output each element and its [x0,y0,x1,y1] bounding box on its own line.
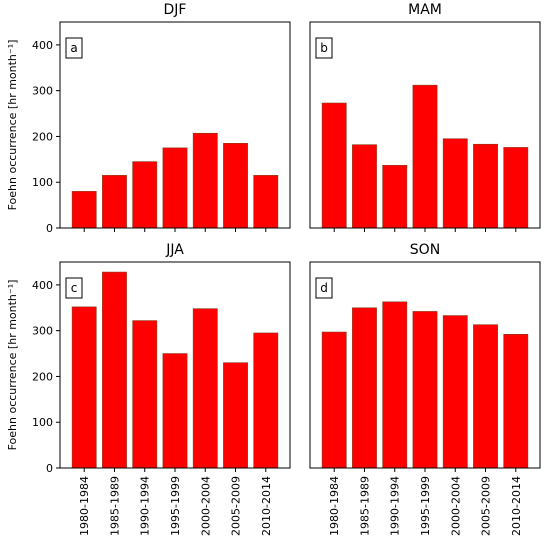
bar-b-2 [382,164,408,229]
panel-label-box [315,277,333,299]
panel-label: a [70,41,77,55]
y-tick-label: 100 [32,176,53,189]
panel-title: MAM [408,2,442,18]
y-tick-label: 200 [32,370,53,383]
panel-title: SON [410,242,440,258]
x-tick-label: 2010-2014 [260,476,273,536]
bar-b-4 [442,138,468,229]
bar-a-5 [223,143,248,229]
bar-a-3 [162,147,188,229]
y-tick-label: 400 [32,39,53,52]
bar-d-1 [352,307,377,469]
bar-d-3 [412,311,438,469]
bar-b-6 [503,147,529,229]
bar-a-2 [132,161,158,229]
bar-d-0 [321,331,347,469]
bar-c-0 [71,306,97,469]
x-tick-label: 1995-1999 [169,476,182,536]
bar-c-1 [102,271,127,469]
x-tick-label: 2000-2004 [449,476,462,536]
x-tick-label: 1990-1994 [139,476,152,536]
y-tick-label: 0 [46,222,53,235]
bar-b-5 [473,143,498,229]
y-tick-label: 200 [32,130,53,143]
bar-b-0 [321,102,347,229]
y-axis-label: Foehn occurrence [hr month⁻¹] [6,280,19,451]
bar-b-1 [352,144,377,229]
bar-d-4 [442,315,468,469]
bar-d-2 [382,301,408,469]
x-tick-label: 2000-2004 [199,476,212,536]
panel-label-box [315,37,333,59]
x-tick-label: 1995-1999 [419,476,432,536]
panel-title: JJA [165,242,184,258]
y-tick-label: 300 [32,325,53,338]
bar-d-6 [503,334,529,469]
panel-label: d [320,281,328,295]
y-axis-label: Foehn occurrence [hr month⁻¹] [6,40,19,211]
y-tick-label: 300 [32,85,53,98]
bar-c-4 [192,308,218,469]
panel-label-box [65,277,83,299]
bar-a-1 [102,175,127,229]
bar-c-3 [162,353,188,469]
panel-b: MAM b [309,2,541,232]
y-tick-label: 400 [32,279,53,292]
panel-title: DJF [164,2,187,18]
panel-c: JJA c 0 100 200 300 400 Foehn occurrence [hr mo… [6,242,291,536]
x-tick-label: 2005-2009 [480,476,493,536]
bar-a-6 [253,175,279,229]
y-tick-label: 100 [32,416,53,429]
x-tick-label: 1990-1994 [389,476,402,536]
x-tick-label: 1980-1984 [78,476,91,536]
panel-label: b [320,41,328,55]
x-tick-label: 1985-1989 [358,476,371,536]
panel-label-box [65,37,83,59]
y-tick-label: 0 [46,462,53,475]
bar-b-3 [412,84,438,229]
bar-c-5 [223,362,248,469]
x-tick-label: 1985-1989 [108,476,121,536]
x-tick-label: 2005-2009 [230,476,243,536]
x-tick-label: 1980-1984 [328,476,341,536]
bar-a-0 [71,191,97,229]
panel-label: c [71,281,78,295]
bar-a-4 [192,132,218,229]
panel-a: DJF a 0 100 200 300 400 Foehn occurrence [hr mo… [6,2,291,235]
bar-c-6 [253,332,279,469]
x-tick-label: 2010-2014 [510,476,523,536]
bar-d-5 [473,324,498,469]
bar-c-2 [132,320,158,469]
panel-d: SON d 1980-1984 1985-1989 1990-1994 1995-1999… [309,242,541,536]
